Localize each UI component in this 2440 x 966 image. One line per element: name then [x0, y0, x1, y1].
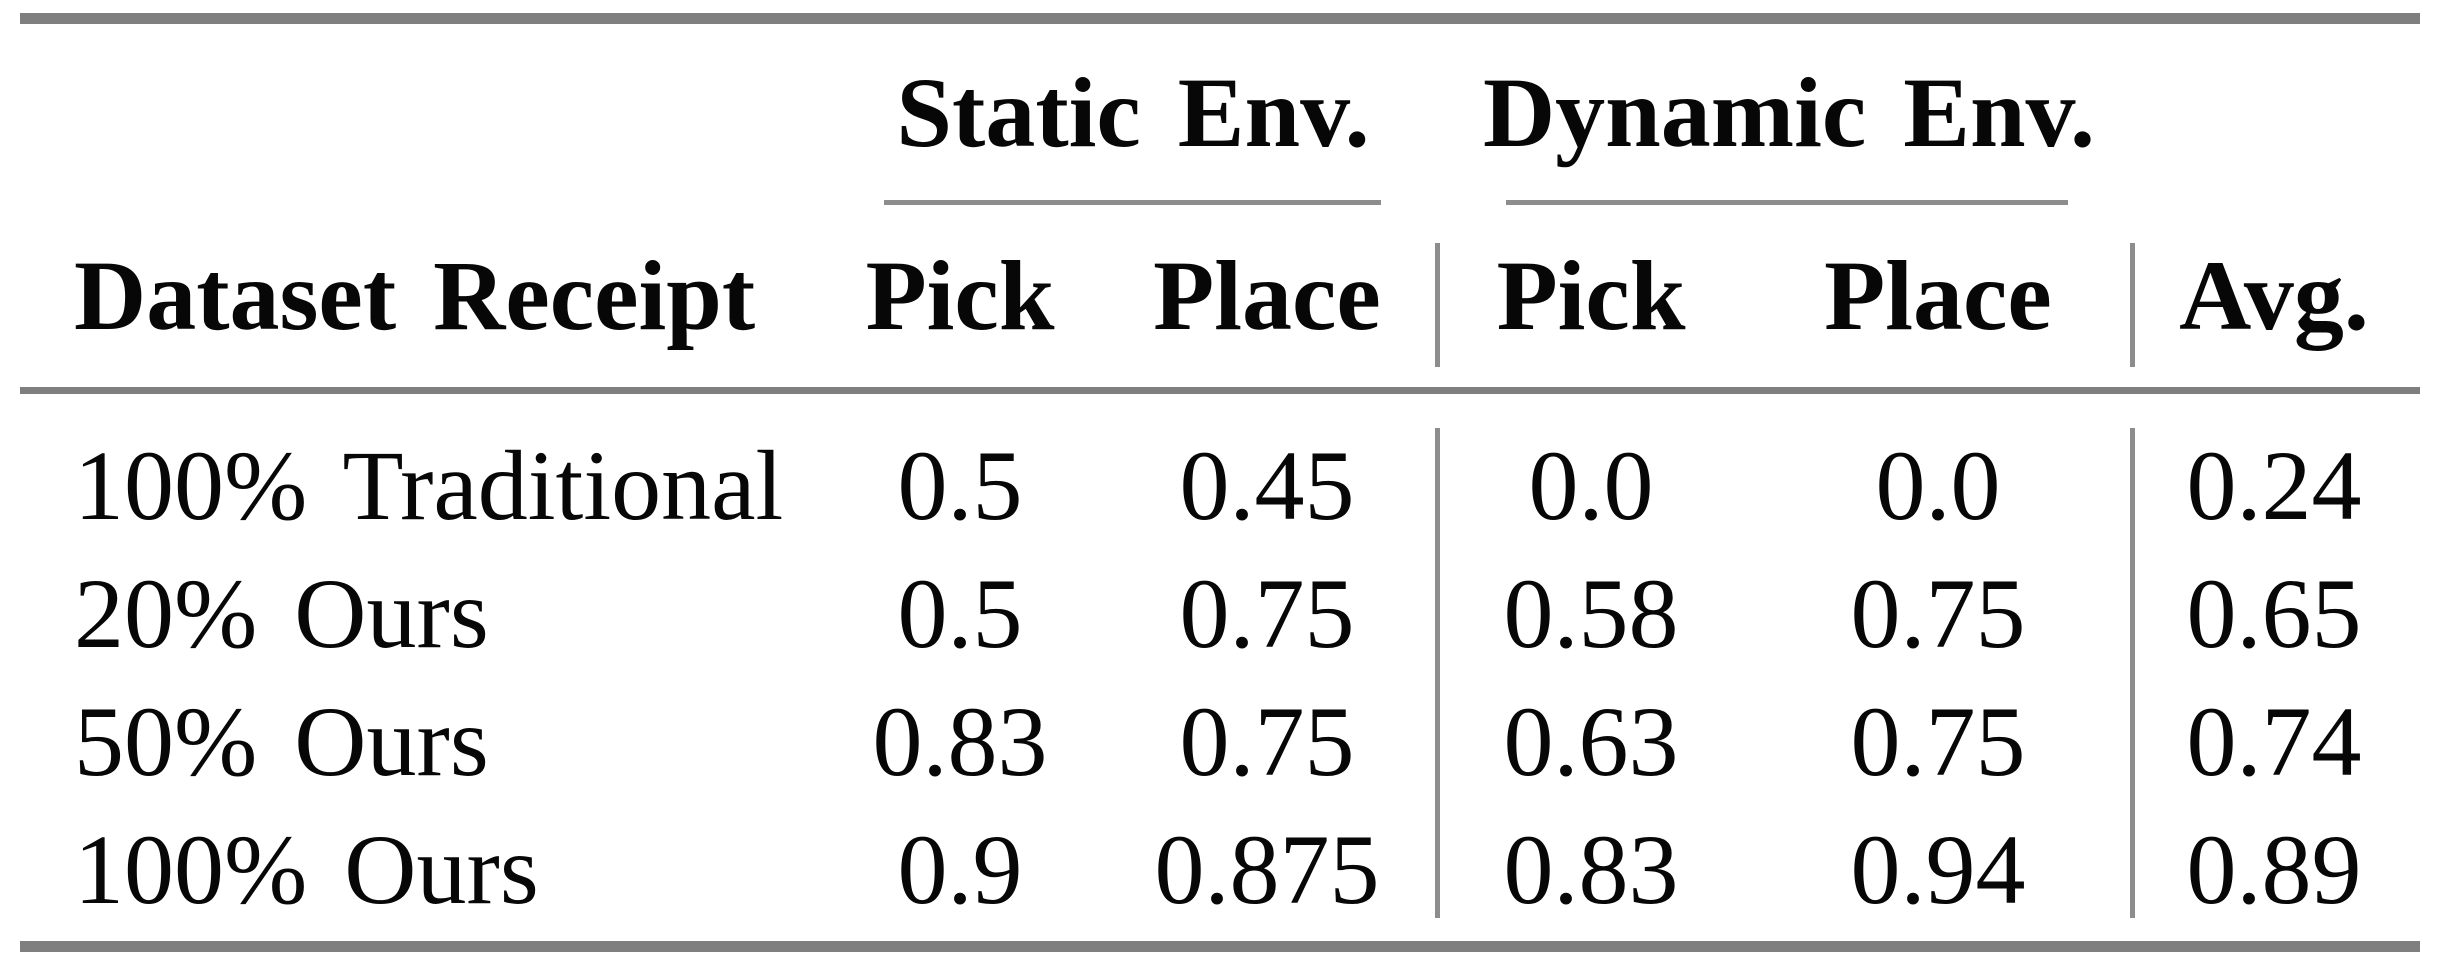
column-header-dataset-receipt: Dataset Receipt: [74, 240, 756, 351]
table-cell: 0.9: [897, 814, 1023, 925]
vertical-rule-dynamic-avg-header: [2130, 243, 2135, 367]
table-cell: 0.65: [2186, 558, 2362, 669]
row-label: 20% Ours: [74, 558, 489, 669]
table-cell: 0.5: [897, 430, 1023, 541]
column-group-static-env: Static Env.: [896, 57, 1370, 168]
table-cell: 0.75: [1850, 686, 2026, 797]
table-cell: 0.75: [1179, 686, 1355, 797]
column-header-static-pick: Pick: [865, 240, 1055, 351]
vertical-rule-static-dynamic-header: [1435, 243, 1440, 367]
table-cell: 0.875: [1154, 814, 1380, 925]
table-cell: 0.5: [897, 558, 1023, 669]
table-cell: 0.75: [1850, 558, 2026, 669]
column-header-dynamic-pick: Pick: [1496, 240, 1686, 351]
column-group-dynamic-env: Dynamic Env.: [1482, 57, 2096, 168]
column-header-static-place: Place: [1153, 240, 1381, 351]
top-rule: [20, 13, 2420, 24]
static-env-cmidrule: [884, 200, 1381, 205]
table-cell: 0.58: [1503, 558, 1679, 669]
vertical-rule-static-dynamic-body: [1435, 428, 1440, 918]
bottom-rule: [20, 941, 2420, 952]
table-cell: 0.74: [2186, 686, 2362, 797]
table-cell: 0.24: [2186, 430, 2362, 541]
table-cell: 0.63: [1503, 686, 1679, 797]
table-cell: 0.45: [1179, 430, 1355, 541]
table-cell: 0.0: [1528, 430, 1654, 541]
table-cell: 0.89: [2186, 814, 2362, 925]
column-header-avg: Avg.: [2179, 240, 2369, 351]
column-header-dynamic-place: Place: [1824, 240, 2052, 351]
table-cell: 0.94: [1850, 814, 2026, 925]
row-label: 100% Ours: [74, 814, 539, 925]
header-midrule: [20, 387, 2420, 394]
table-cell: 0.0: [1875, 430, 2001, 541]
row-label: 50% Ours: [74, 686, 489, 797]
table-cell: 0.75: [1179, 558, 1355, 669]
vertical-rule-dynamic-avg-body: [2130, 428, 2135, 918]
row-label: 100% Traditional: [74, 430, 784, 541]
table-cell: 0.83: [1503, 814, 1679, 925]
table-cell: 0.83: [872, 686, 1048, 797]
dynamic-env-cmidrule: [1506, 200, 2068, 205]
